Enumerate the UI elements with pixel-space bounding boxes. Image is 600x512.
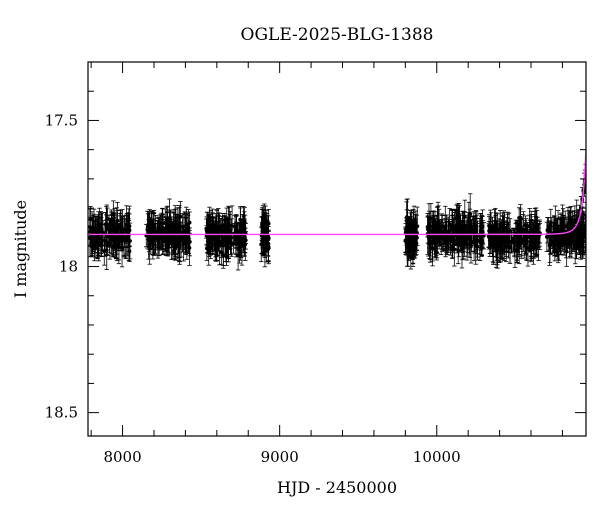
data-point: [436, 208, 442, 250]
y-tick-labels: 17.5 18 18.5: [45, 111, 78, 421]
data-point: [266, 229, 271, 249]
data-point: [462, 210, 467, 243]
x-tick-label: 8000: [103, 448, 141, 466]
data-point: [478, 213, 483, 249]
data-point: [432, 222, 437, 255]
data-point: [220, 213, 225, 238]
y-tick-label: 18.5: [45, 404, 78, 422]
data-point: [219, 240, 224, 265]
data-point: [533, 220, 538, 244]
data-point: [229, 205, 235, 247]
data-point: [119, 215, 124, 243]
data-point: [523, 218, 529, 241]
data-point: [225, 222, 230, 259]
data-point: [519, 226, 525, 257]
data-series: [88, 163, 586, 271]
data-point: [91, 208, 97, 249]
data-point: [431, 210, 436, 231]
data-point: [116, 224, 121, 249]
data-point: [177, 217, 182, 259]
data-point: [480, 220, 485, 245]
data-point: [528, 237, 534, 257]
x-tick-labels: 8000 9000 10000: [103, 448, 460, 466]
data-point: [113, 225, 118, 258]
data-point: [111, 218, 116, 257]
data-point: [449, 210, 455, 249]
data-point: [187, 211, 192, 234]
data-point: [517, 217, 522, 255]
data-point: [183, 216, 189, 236]
data-point: [546, 222, 552, 251]
data-point: [565, 223, 570, 253]
data-point: [214, 209, 220, 251]
data-point: [94, 226, 99, 246]
x-tick-label: 10000: [413, 448, 461, 466]
data-point: [468, 216, 473, 243]
axis-ticks: [88, 61, 586, 436]
data-point: [233, 233, 239, 255]
y-axis-label: I magnitude: [11, 200, 30, 298]
data-point: [209, 216, 215, 247]
model-curve: [88, 148, 586, 236]
data-point: [102, 237, 107, 266]
data-point: [527, 208, 532, 245]
data-point: [531, 236, 537, 259]
data-point: [556, 225, 561, 250]
data-point: [514, 221, 519, 263]
chart-title: OGLE-2025-BLG-1388: [241, 25, 434, 45]
data-point: [146, 219, 151, 260]
data-point: [154, 223, 160, 251]
data-point: [495, 213, 500, 248]
data-point: [408, 212, 413, 242]
data-point: [428, 203, 434, 234]
data-point: [205, 221, 211, 254]
y-tick-label: 18: [59, 258, 78, 276]
data-point: [160, 213, 166, 244]
data-point: [228, 232, 233, 256]
data-point: [434, 225, 440, 259]
data-point: [124, 205, 129, 244]
x-axis-label: HJD - 2450000: [277, 478, 397, 497]
data-point: [167, 226, 172, 255]
data-point: [173, 237, 178, 258]
data-point: [150, 221, 156, 260]
y-tick-label: 17.5: [45, 111, 78, 129]
data-point: [463, 220, 469, 243]
data-point: [234, 214, 239, 249]
data-point: [471, 224, 477, 262]
x-tick-label: 9000: [261, 448, 299, 466]
data-point: [105, 207, 110, 230]
data-point: [430, 238, 435, 260]
data-point: [238, 206, 243, 247]
plot-frame: [87, 61, 587, 437]
data-point: [511, 227, 516, 250]
model-line: [88, 148, 586, 236]
data-point: [409, 224, 415, 260]
data-point: [580, 215, 586, 254]
data-point: [509, 231, 514, 254]
